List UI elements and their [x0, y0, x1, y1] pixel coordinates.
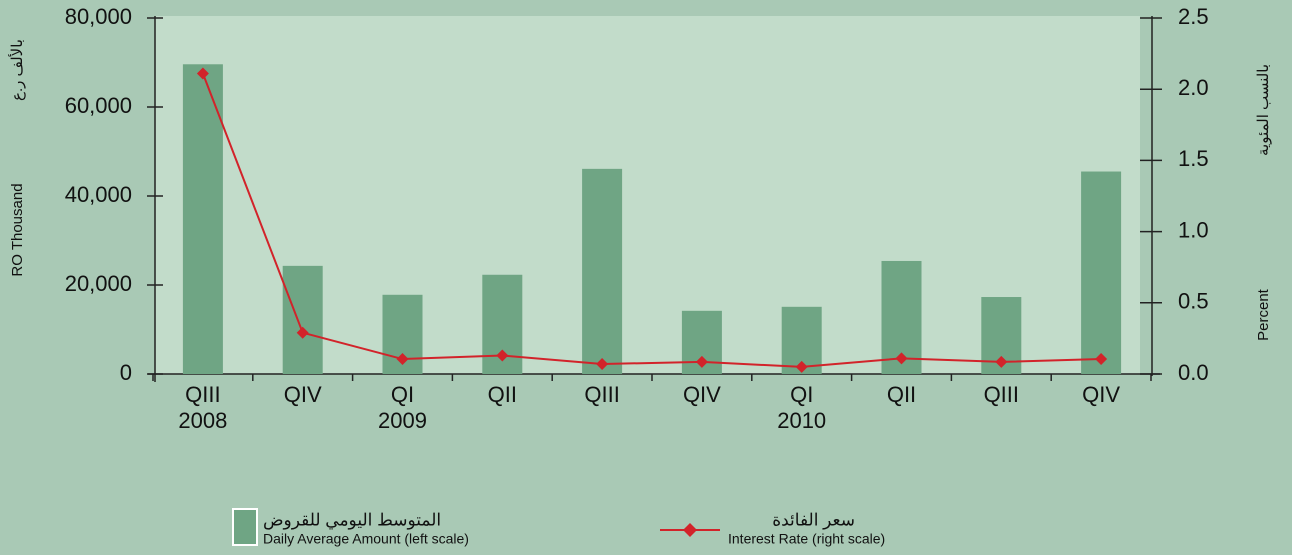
x-tick-label: QII — [887, 382, 916, 407]
y2-tick-label: 1.0 — [1178, 217, 1209, 242]
y2-tick-label: 0.0 — [1178, 360, 1209, 385]
legend-swatch — [232, 508, 258, 546]
line-marker — [1095, 353, 1108, 366]
x-tick-label: QIII — [185, 382, 220, 407]
y2-tick-label: 2.5 — [1178, 4, 1209, 29]
line-marker — [596, 358, 609, 371]
legend-label-ar: المتوسط اليومي للقروض — [263, 510, 441, 530]
y-tick-label: 40,000 — [65, 182, 132, 207]
y2-axis-label: Percent — [1255, 288, 1272, 341]
line-marker — [995, 355, 1008, 368]
x-tick-label: QII — [488, 382, 517, 407]
line-marker — [695, 355, 708, 368]
bar — [582, 168, 623, 374]
line-marker — [196, 67, 209, 80]
bar — [282, 265, 323, 374]
y-tick-label: 20,000 — [65, 271, 132, 296]
line-marker — [496, 349, 509, 362]
y2-tick-label: 0.5 — [1178, 289, 1209, 314]
x-tick-label: QIII — [984, 382, 1019, 407]
y2-tick-label: 2.0 — [1178, 75, 1209, 100]
x-tick-label: QIV — [683, 382, 721, 407]
legend-label: Interest Rate (right scale) — [728, 531, 885, 547]
x-tick-label: QIV — [284, 382, 322, 407]
y-tick-label: 80,000 — [65, 4, 132, 29]
legend-label: Daily Average Amount (left scale) — [263, 531, 469, 547]
y-tick-label: 0 — [120, 360, 132, 385]
line — [201, 73, 1102, 368]
y-tick-label: 60,000 — [65, 93, 132, 118]
x-tick-label: QI — [391, 382, 414, 407]
x-tick-label: QIV — [1082, 382, 1120, 407]
y-axis-label-ar: بالألف ر.ع — [8, 39, 26, 101]
y-axis-label: RO Thousand — [9, 183, 26, 276]
y2-tick-label: 1.5 — [1178, 146, 1209, 171]
bar — [182, 64, 223, 374]
y2-axis-label-ar: بالنسب المئوية — [1255, 64, 1272, 156]
x-year-label: 2010 — [777, 408, 826, 433]
x-year-label: 2008 — [178, 408, 227, 433]
x-tick-label: QI — [790, 382, 813, 407]
line-marker — [795, 360, 808, 373]
line-marker — [895, 352, 908, 365]
x-tick-label: QIII — [584, 382, 619, 407]
legend-label-ar: سعر الفائدة — [772, 510, 855, 530]
x-year-label: 2009 — [378, 408, 427, 433]
bar — [1081, 171, 1122, 374]
legend-marker — [683, 523, 697, 537]
line-marker — [396, 353, 409, 366]
line-marker — [296, 326, 309, 339]
